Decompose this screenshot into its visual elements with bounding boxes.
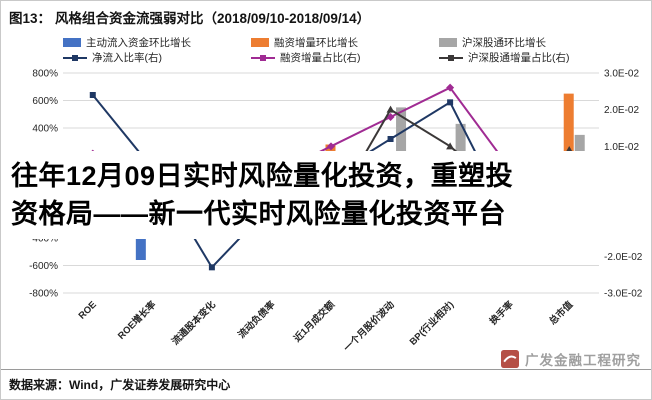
legend-item-margin-increase-growth: 融资增量环比增长 bbox=[251, 35, 439, 50]
figure-header: 图13： 风格组合资金流强弱对比（2018/09/10-2018/09/14） bbox=[9, 7, 370, 27]
combo-chart-canvas: 800%600%400%200%0%-200%-400%-600%-800%3.… bbox=[29, 69, 643, 355]
legend-label: 净流入比率(右) bbox=[92, 52, 162, 64]
legend-swatch-icon bbox=[439, 38, 457, 47]
svg-text:1.0E-02: 1.0E-02 bbox=[604, 142, 639, 153]
figure-number: 图13： bbox=[9, 11, 52, 26]
legend-swatch-icon bbox=[251, 38, 269, 47]
svg-text:-400%: -400% bbox=[29, 234, 58, 245]
legend-item-margin-share: 融资增量占比(右) bbox=[251, 50, 439, 65]
svg-text:换手率: 换手率 bbox=[487, 298, 516, 327]
legend-line-swatch-icon bbox=[439, 53, 463, 62]
svg-text:-3.0E-02: -3.0E-02 bbox=[604, 289, 643, 300]
svg-text:3.0E-02: 3.0E-02 bbox=[604, 69, 639, 80]
svg-text:600%: 600% bbox=[32, 96, 58, 107]
legend-item-net-inflow-ratio: 净流入比率(右) bbox=[63, 50, 251, 65]
svg-text:BP(行业相对): BP(行业相对) bbox=[407, 299, 456, 348]
legend-item-active-inflow-growth: 主动流入资金环比增长 bbox=[63, 35, 251, 50]
legend-label: 融资增量环比增长 bbox=[274, 37, 358, 49]
legend-item-northbound-growth: 沪深股通环比增长 bbox=[439, 35, 627, 50]
legend-label: 融资增量占比(右) bbox=[280, 52, 361, 64]
svg-text:流通股本变化: 流通股本变化 bbox=[169, 298, 218, 347]
legend-item-northbound-share: 沪深股通增量占比(右) bbox=[439, 50, 627, 65]
figure-title: 风格组合资金流强弱对比（2018/09/10-2018/09/14） bbox=[55, 11, 371, 26]
svg-text:-600%: -600% bbox=[29, 261, 58, 272]
watermark-text: 广发金融工程研究 bbox=[525, 353, 641, 368]
svg-text:ROE: ROE bbox=[77, 299, 99, 321]
brand-watermark: 广发金融工程研究 bbox=[501, 349, 641, 369]
svg-text:400%: 400% bbox=[32, 124, 58, 135]
legend-line-swatch-icon bbox=[251, 53, 275, 62]
data-source-text: 数据来源：Wind，广发证券发展研究中心 bbox=[9, 378, 231, 392]
svg-text:ROE增长率: ROE增长率 bbox=[115, 298, 159, 342]
gf-securities-logo-icon bbox=[501, 350, 519, 368]
source-footer: 数据来源：Wind，广发证券发展研究中心 bbox=[1, 369, 651, 399]
svg-text:一个月股价波动: 一个月股价波动 bbox=[341, 298, 397, 354]
headline-overlay: 往年12月09日实时风险量化投资，重塑投 资格局——新一代实时风险量化投资平台 bbox=[1, 151, 651, 239]
svg-text:总市值: 总市值 bbox=[547, 298, 576, 327]
chart-legend: 主动流入资金环比增长 融资增量环比增长 沪深股通环比增长 净流入比率(右) 融资… bbox=[1, 35, 651, 65]
legend-label: 沪深股通增量占比(右) bbox=[468, 52, 570, 64]
svg-text:-2.0E-02: -2.0E-02 bbox=[604, 252, 643, 263]
legend-label: 主动流入资金环比增长 bbox=[86, 37, 191, 49]
svg-text:-800%: -800% bbox=[29, 289, 58, 300]
legend-line-swatch-icon bbox=[63, 53, 87, 62]
legend-label: 沪深股通环比增长 bbox=[462, 37, 546, 49]
headline-line2: 资格局——新一代实时风险量化投资平台 bbox=[11, 199, 506, 229]
svg-text:2.0E-02: 2.0E-02 bbox=[604, 105, 639, 116]
legend-row-bars: 主动流入资金环比增长 融资增量环比增长 沪深股通环比增长 bbox=[1, 35, 651, 50]
svg-text:流动负债率: 流动负债率 bbox=[235, 298, 277, 340]
svg-text:800%: 800% bbox=[32, 69, 58, 80]
legend-row-lines: 净流入比率(右) 融资增量占比(右) 沪深股通增量占比(右) bbox=[1, 50, 651, 65]
svg-text:近1月成交额: 近1月成交额 bbox=[291, 298, 337, 344]
headline-line1: 往年12月09日实时风险量化投资，重塑投 bbox=[11, 161, 514, 191]
legend-swatch-icon bbox=[63, 38, 81, 47]
